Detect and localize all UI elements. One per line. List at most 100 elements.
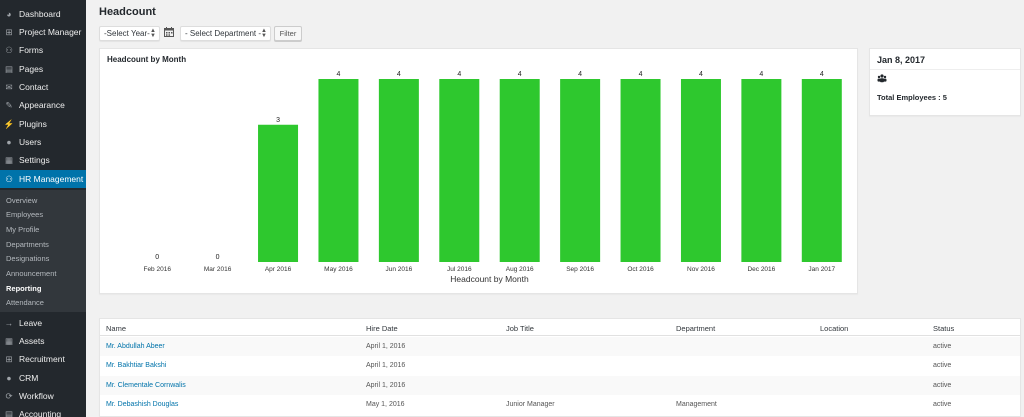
sidebar-item-label: Plugins bbox=[19, 119, 47, 129]
cell-hire-date: April 1, 2016 bbox=[366, 362, 406, 370]
bar-value-label: 0 bbox=[216, 254, 220, 261]
submenu-item-reporting[interactable]: Reporting bbox=[6, 283, 42, 293]
sidebar-item-recruitment[interactable]: ⊞ Recruitment bbox=[0, 350, 86, 368]
sidebar-item-label: HR Management bbox=[19, 174, 84, 184]
sidebar-item-hr-management[interactable]: ⚇ HR Management bbox=[0, 170, 92, 188]
sidebar-item-label: Settings bbox=[19, 155, 50, 165]
hr-management-icon: ⚇ bbox=[5, 173, 13, 184]
column-header-job-title[interactable]: Job Title bbox=[506, 324, 534, 333]
chart-panel-header: Headcount by Month bbox=[107, 55, 187, 64]
settings-icon: ▦ bbox=[4, 154, 14, 165]
submenu-item-designations[interactable]: Designations bbox=[6, 254, 50, 264]
bar-aug-2016 bbox=[499, 79, 540, 262]
summary-date: Jan 8, 2017 bbox=[877, 55, 926, 65]
admin-sidebar: Overview Employees My Profile Departments De… bbox=[0, 0, 92, 417]
employee-name-link[interactable]: Mr. Abdullah Abeer bbox=[106, 343, 165, 350]
submenu-item-announcement[interactable]: Announcement bbox=[6, 269, 57, 278]
cell-status: active bbox=[933, 381, 952, 389]
sidebar-item-appearance[interactable]: ✎ Appearance bbox=[0, 96, 86, 114]
bar-sep-2016 bbox=[560, 79, 601, 262]
x-axis-label: Headcount by Month bbox=[450, 274, 529, 284]
sidebar-item-workflow[interactable]: ⟳ Workflow bbox=[0, 387, 86, 405]
bar-value-label: 0 bbox=[155, 254, 159, 261]
bar-jun-2016 bbox=[378, 79, 419, 262]
table-header: Name Hire Date Job Title Department Location… bbox=[100, 319, 1020, 336]
filter-button[interactable]: Filter bbox=[274, 26, 302, 41]
sidebar-item-forms[interactable]: ⚇ Forms bbox=[0, 41, 86, 59]
bar-value-label: 4 bbox=[518, 71, 522, 78]
x-tick-label: Dec 2016 bbox=[747, 266, 775, 273]
table-row: Mr. Bakhtiar Bakshi April 1, 2016 active bbox=[100, 356, 1020, 375]
sidebar-item-contact[interactable]: ✉ Contact bbox=[0, 78, 86, 96]
year-select[interactable]: -Select Year- ▲ ▼ bbox=[99, 26, 160, 41]
sidebar-item-dashboard[interactable]: ◕ Dashboard bbox=[0, 5, 86, 23]
bar-value-label: 4 bbox=[578, 71, 582, 78]
cell-status: active bbox=[933, 362, 952, 370]
submenu-item-my-profile[interactable]: My Profile bbox=[6, 224, 40, 234]
sidebar-item-crm[interactable]: ● CRM bbox=[0, 369, 86, 387]
x-tick-label: Aug 2016 bbox=[506, 266, 534, 273]
sidebar-item-label: Assets bbox=[19, 336, 45, 346]
sidebar-item-label: Contact bbox=[19, 82, 49, 92]
cell-status: active bbox=[933, 400, 952, 408]
department-select-value: - Select Department - bbox=[185, 29, 262, 38]
sidebar-item-label: Project Manager bbox=[19, 27, 82, 37]
sidebar-item-leave[interactable]: → Leave bbox=[0, 314, 86, 332]
sidebar-item-label: Appearance bbox=[19, 100, 65, 110]
column-header-name[interactable]: Name bbox=[106, 324, 127, 333]
sidebar-item-settings[interactable]: ▦ Settings bbox=[0, 151, 86, 169]
employee-name-link[interactable]: Mr. Debashish Douglas bbox=[106, 400, 179, 408]
x-tick-label: Jul 2016 bbox=[447, 266, 472, 273]
sidebar-item-label: Workflow bbox=[19, 391, 54, 401]
cell-job-title: Junior Manager bbox=[506, 400, 555, 408]
table-row: Mr. Debashish Douglas May 1, 2016 Junior M… bbox=[100, 395, 1020, 414]
sidebar-item-label: Accounting bbox=[19, 409, 62, 417]
bar-value-label: 4 bbox=[457, 71, 461, 78]
appearance-icon: ✎ bbox=[5, 99, 13, 110]
bar-value-label: 4 bbox=[699, 71, 703, 78]
submenu-item-overview[interactable]: Overview bbox=[6, 195, 38, 205]
x-tick-label: Apr 2016 bbox=[265, 266, 292, 273]
table-row: Mr. Abdullah Abeer April 1, 2016 active bbox=[100, 337, 1020, 356]
employee-name-link[interactable]: Mr. Clementale Cornwalis bbox=[106, 381, 186, 389]
sidebar-item-project-manager[interactable]: ⊞ Project Manager bbox=[0, 23, 86, 41]
sidebar-item-accounting[interactable]: ▤ Accounting bbox=[0, 405, 86, 417]
cell-department: Management bbox=[676, 400, 717, 408]
sidebar-item-users[interactable]: ● Users bbox=[0, 133, 86, 151]
column-header-department[interactable]: Department bbox=[676, 324, 716, 333]
employee-name-link[interactable]: Mr. Bakhtiar Bakshi bbox=[106, 362, 167, 370]
bar-may-2016 bbox=[318, 79, 359, 262]
submenu-item-departments[interactable]: Departments bbox=[6, 239, 49, 249]
table-row: Mr. Clementale Cornwalis April 1, 2016 act… bbox=[100, 375, 1020, 395]
submenu-item-employees[interactable]: Employees bbox=[6, 210, 44, 220]
x-tick-label: Sep 2016 bbox=[566, 266, 594, 273]
x-tick-label: Nov 2016 bbox=[687, 266, 715, 273]
recruitment-icon: ⊞ bbox=[5, 353, 13, 364]
submenu-item-attendance[interactable]: Attendance bbox=[6, 298, 44, 308]
calendar-icon[interactable] bbox=[164, 27, 174, 37]
bar-value-label: 4 bbox=[337, 71, 341, 78]
sidebar-item-assets[interactable]: ▦ Assets bbox=[0, 332, 86, 350]
page-title: Headcount bbox=[99, 6, 156, 18]
select-arrows-icon: ▲ ▼ bbox=[150, 27, 156, 39]
column-header-location[interactable]: Location bbox=[820, 324, 849, 333]
bar-dec-2016 bbox=[741, 79, 782, 262]
pages-icon: ▤ bbox=[4, 63, 14, 74]
bar-value-label: 4 bbox=[759, 71, 763, 78]
chart-panel: Headcount by Month 0 Feb 2016 0 Mar 2016 3 Ap… bbox=[99, 48, 858, 294]
cell-hire-date: May 1, 2016 bbox=[366, 400, 405, 408]
department-select[interactable]: - Select Department - ▲ ▼ bbox=[180, 26, 271, 41]
sidebar-item-plugins[interactable]: ⚡ Plugins bbox=[0, 115, 86, 133]
cell-hire-date: April 1, 2016 bbox=[366, 343, 406, 350]
workflow-icon: ⟳ bbox=[5, 390, 13, 401]
accounting-icon: ▤ bbox=[4, 408, 14, 417]
x-tick-label: Mar 2016 bbox=[204, 266, 232, 273]
column-header-hire-date[interactable]: Hire Date bbox=[366, 324, 398, 333]
sidebar-item-label: Pages bbox=[19, 64, 44, 74]
column-header-status[interactable]: Status bbox=[933, 324, 955, 333]
total-employees: Total Employees : 5 bbox=[877, 93, 947, 102]
project-manager-icon: ⊞ bbox=[5, 26, 13, 37]
bar-oct-2016 bbox=[620, 79, 661, 262]
cell-hire-date: April 1, 2016 bbox=[366, 381, 406, 389]
sidebar-item-pages[interactable]: ▤ Pages bbox=[0, 60, 86, 78]
